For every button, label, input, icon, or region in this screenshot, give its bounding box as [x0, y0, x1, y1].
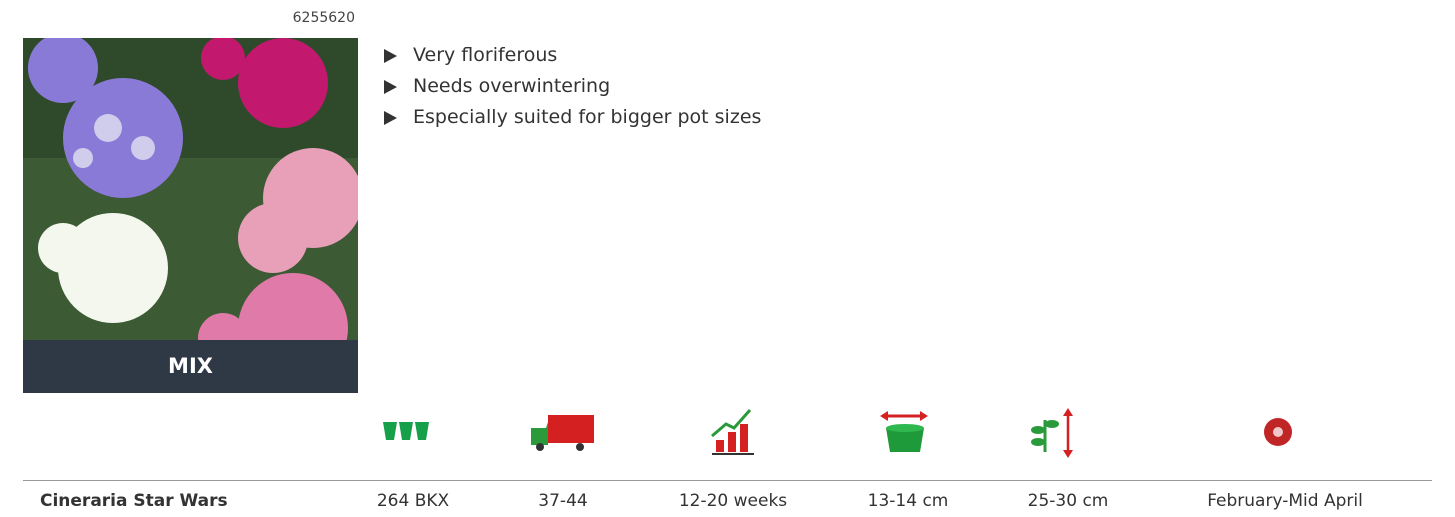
- feature-list: Very floriferous Needs overwintering Esp…: [383, 40, 761, 133]
- height-icon: [1031, 408, 1073, 458]
- feature: Very floriferous: [383, 40, 761, 71]
- tray-icon: [383, 422, 429, 440]
- image-label: MIX: [23, 340, 358, 393]
- cell-value: 25-30 cm: [968, 488, 1168, 514]
- feature: Needs overwintering: [383, 71, 761, 102]
- product-code: 6255620: [240, 10, 355, 26]
- divider: [23, 480, 1432, 481]
- feature: Especially suited for bigger pot sizes: [383, 102, 761, 133]
- cell-value: February-Mid April: [1185, 488, 1385, 514]
- pot-icon: [880, 411, 928, 452]
- growth-icon: [712, 410, 754, 454]
- icon-row: [0, 400, 1455, 470]
- flower-icon: [1264, 418, 1292, 446]
- page: 6255620 MIX Very floriferous Needs overw…: [0, 0, 1455, 517]
- cell-value: 12-20 weeks: [633, 488, 833, 514]
- truck-icon: [531, 415, 594, 451]
- product-name: Cineraria Star Wars: [40, 488, 228, 514]
